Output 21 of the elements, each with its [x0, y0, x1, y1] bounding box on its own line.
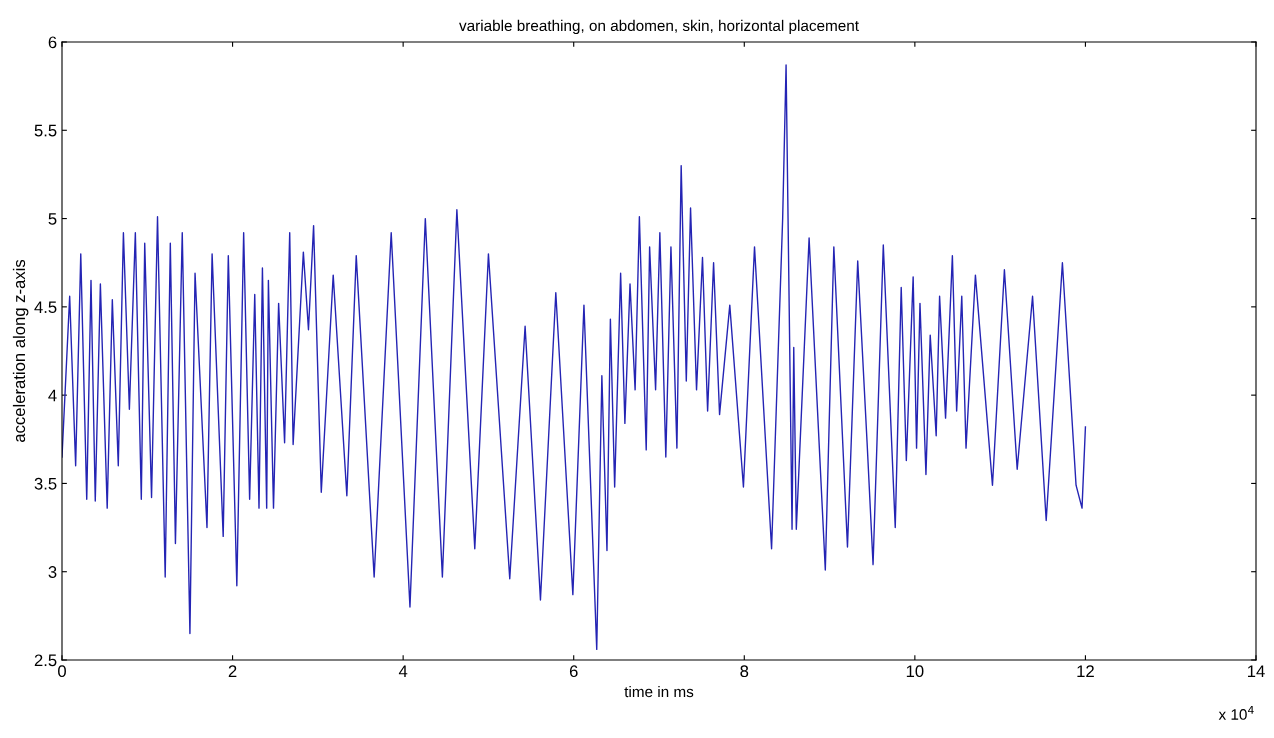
y-tick-label: 4 — [48, 389, 57, 402]
y-tick-label: 3 — [48, 566, 57, 578]
y-tick-label: 4.5 — [34, 301, 57, 314]
y-tick-label: 5.5 — [34, 124, 57, 137]
text: x 10$^{4}$ — [1218, 706, 1254, 720]
y-axis-title: acceleration along z-axis — [12, 259, 29, 442]
line-series — [62, 64, 1087, 651]
x-tick-label: 6 — [569, 665, 578, 678]
x-tick-label: 0 — [58, 665, 66, 678]
y-tick-label: 5 — [48, 213, 57, 225]
x-axis-title: time in ms — [624, 685, 694, 698]
x-tick-label: 8 — [740, 665, 749, 678]
x-tick-label: 10 — [906, 665, 924, 678]
y-tick-label: 3.5 — [34, 477, 57, 490]
y-tick-label: 6 — [48, 36, 57, 49]
y-tick-label: 2.5 — [34, 654, 57, 667]
x-tick-label: 4 — [398, 665, 408, 677]
x-tick-label: 12 — [1077, 665, 1094, 677]
chart-title: variable breathing, on abdomen, skin, horizontal placement — [459, 19, 859, 35]
x-tick-label: 14 — [1248, 665, 1265, 677]
x-tick-label: 2 — [228, 665, 237, 677]
